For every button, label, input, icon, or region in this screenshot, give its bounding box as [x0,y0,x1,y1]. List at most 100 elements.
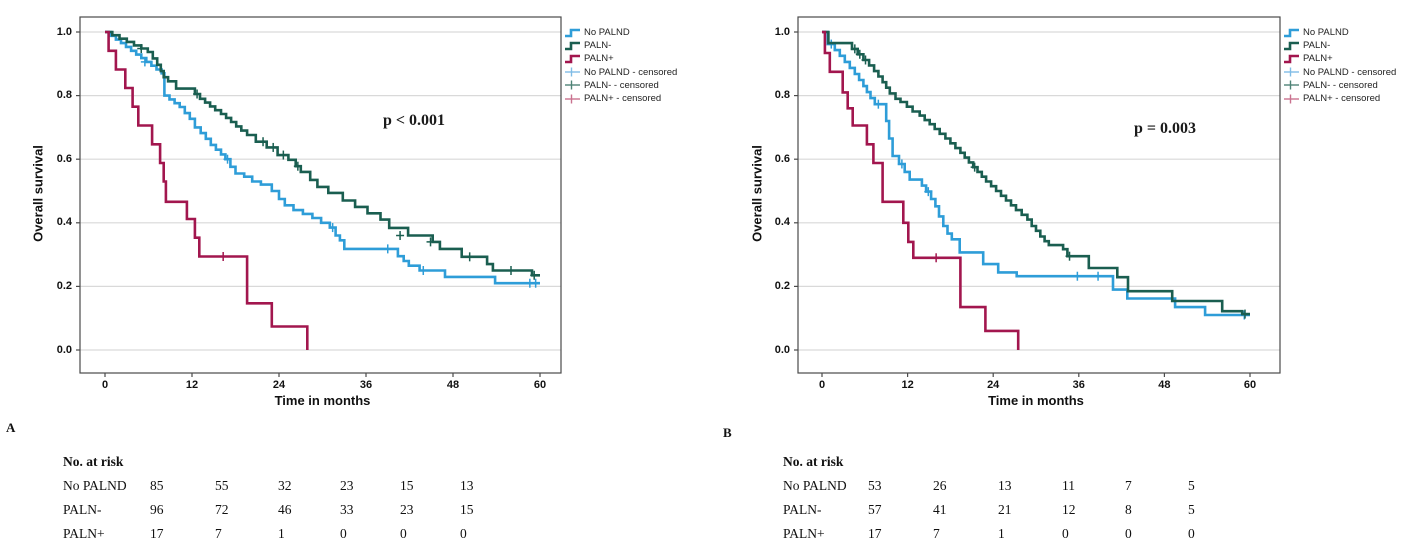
x-tick-label: 12 [901,379,914,391]
risk-value: 15 [460,502,474,517]
km-plot-b [794,16,1281,377]
x-tick-label: 24 [987,379,1000,391]
legend-item-paln-censored: PALN+ - censored [1283,92,1396,105]
legend-item-paln: PALN- [1283,39,1396,52]
risk-value: 5 [1188,478,1195,493]
legend-item-paln-censored: PALN- - censored [564,79,677,92]
risk-table-title: No. at risk [63,454,124,469]
legend-item-label: PALN+ [1303,53,1333,65]
risk-value: 0 [1125,526,1132,541]
legend-step-line-icon [565,54,580,64]
legend-item-no-palnd-censored: No PALND - censored [1283,66,1396,79]
risk-value: 7 [1125,478,1132,493]
risk-value: 57 [868,502,882,517]
legend-item-label: No PALND [1303,27,1349,39]
risk-row-label: No PALND [783,478,847,493]
y-tick-label: 0.8 [774,89,790,102]
legend-item-paln: PALN- [564,39,677,52]
plot-frame [797,16,1281,374]
legend-step-line-icon [565,28,580,37]
legend-item-paln: PALN+ [564,52,677,65]
km-curve-paln [822,30,1020,350]
risk-value: 46 [278,502,292,517]
legend-step-line-icon [565,41,580,51]
x-tick-label: 60 [533,379,547,391]
km-curve-paln [105,30,540,277]
risk-value: 1 [278,526,285,541]
risk-value: 13 [998,478,1012,493]
x-tick-label: 0 [818,379,826,391]
y-tick-label: 0.4 [774,216,790,229]
legend-censored-plus-icon [565,67,580,77]
legend: No PALND PALN- PALN+ No PALND - censored PAL… [564,26,677,105]
legend-censored-plus-icon [565,80,580,90]
risk-row-label: PALN- [783,502,822,517]
legend-item-no-palnd: No PALND [564,26,677,39]
panel-label: A [6,420,16,435]
censor-marks-paln [932,253,941,263]
p-value-annotation: p < 0.001 [382,112,445,129]
legend-censored-plus-icon [565,94,580,104]
x-tick-label: 36 [1072,379,1085,391]
risk-value: 55 [215,478,229,493]
panel-label: B [723,425,732,440]
legend-censored-plus-icon [1284,94,1299,104]
risk-row-label: PALN+ [783,526,825,541]
km-curve-no-palnd [105,30,540,285]
x-axis-title: Time in months [988,393,1084,408]
risk-value: 23 [400,502,414,517]
legend-item-label: PALN+ - censored [584,93,662,105]
y-axis-title: Overall survival [30,145,46,242]
risk-row-label: PALN- [63,502,102,517]
x-tick-label: 60 [1243,379,1257,391]
legend-item-no-palnd-censored: No PALND - censored [564,66,677,79]
km-curve-paln [105,30,309,350]
km-curve-no-palnd [822,30,1250,317]
y-tick-label: 0.2 [56,279,72,292]
risk-value: 8 [1125,502,1132,517]
legend-item-label: No PALND [584,27,630,39]
risk-value: 0 [1062,526,1069,541]
x-tick-label: 12 [185,379,199,391]
legend-censored-plus-icon [1284,80,1299,90]
legend-item-label: PALN- - censored [584,79,659,91]
risk-value: 33 [340,502,354,517]
censor-marks-no-palnd [827,39,1249,320]
y-tick-label: 0.6 [774,152,790,165]
risk-value: 17 [868,526,882,541]
legend-step-line-icon [1284,54,1299,64]
risk-value: 96 [150,502,164,517]
risk-value: 0 [340,526,347,541]
risk-value: 23 [340,478,354,493]
x-tick-label: 0 [101,379,109,391]
x-axis-title: Time in months [274,393,371,408]
risk-value: 41 [933,502,947,517]
risk-value: 0 [1188,526,1195,541]
y-tick-label: 1.0 [774,25,790,38]
legend-item-paln-censored: PALN+ - censored [564,92,677,105]
y-tick-label: 0.0 [56,343,72,356]
y-tick-label: 1.0 [56,25,72,38]
legend-item-label: PALN+ [584,53,614,65]
legend-step-line-icon [1284,28,1299,37]
y-tick-label: 0.8 [56,89,72,102]
risk-value: 15 [400,478,414,493]
risk-value: 7 [933,526,940,541]
x-tick-label: 48 [1158,379,1171,391]
legend-item-label: PALN- - censored [1303,79,1378,91]
legend-step-line-icon [1284,41,1299,51]
risk-value: 11 [1062,478,1075,493]
risk-value: 7 [215,526,222,541]
risk-value: 13 [460,478,474,493]
risk-value: 5 [1188,502,1195,517]
plot-frame [79,16,562,374]
risk-value: 26 [933,478,947,493]
y-tick-label: 0.6 [56,152,72,165]
risk-value: 85 [150,478,164,493]
y-tick-label: 0.2 [774,279,790,292]
risk-row-label: No PALND [63,478,127,493]
legend-item-label: No PALND - censored [1303,66,1397,78]
censor-marks-paln [219,252,228,262]
